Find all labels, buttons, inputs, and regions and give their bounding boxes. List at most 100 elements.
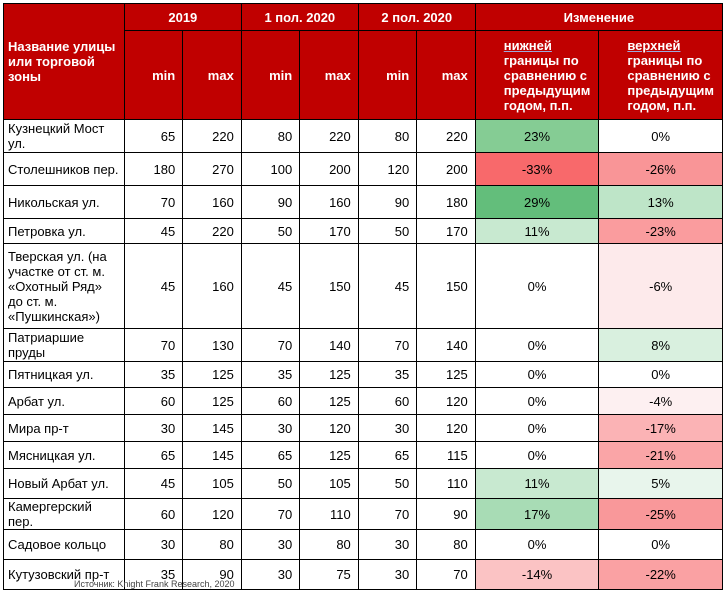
lower-change-cell: 0% — [474, 361, 600, 388]
lower-change-cell: 0% — [474, 328, 600, 362]
lower-change-cell: 0% — [474, 529, 600, 560]
table-row: Пятницкая ул. 35 125 35 125 35 125 0% 0% — [3, 361, 723, 388]
max-h2-2020-cell: 110 — [416, 468, 476, 499]
street-name: Кузнецкий Мост ул. — [3, 119, 125, 153]
min-2019-cell: 45 — [123, 468, 184, 499]
upper-change-cell: -6% — [598, 243, 723, 329]
street-name: Никольская ул. — [3, 185, 125, 219]
street-name: Пятницкая ул. — [3, 361, 125, 388]
max-2019-header: max — [182, 30, 242, 120]
source-note: Источник: Knight Frank Research, 2020 — [74, 579, 235, 589]
min-h2-2020-cell: 60 — [357, 387, 418, 415]
max-h1-2020-cell: 150 — [299, 243, 359, 329]
max-h2-2020-cell: 140 — [416, 328, 476, 362]
upper-change-cell: -26% — [598, 152, 723, 186]
min-h1-2020-cell: 100 — [240, 152, 301, 186]
max-2019-cell: 160 — [182, 185, 242, 219]
max-h1-2020-cell: 140 — [299, 328, 359, 362]
min-h2-2020-cell: 120 — [357, 152, 418, 186]
min-2019-cell: 35 — [123, 361, 184, 388]
upper-change-cell: 8% — [598, 328, 723, 362]
lower-change-cell: -33% — [474, 152, 600, 186]
upper-change-cell: -25% — [598, 498, 723, 530]
min-h2-2020-cell: 90 — [357, 185, 418, 219]
table-row: Камергерский пер. 60 120 70 110 70 90 17… — [3, 498, 723, 530]
table-row: Патриаршие пруды 70 130 70 140 70 140 0%… — [3, 328, 723, 362]
min-h1-2020-cell: 30 — [240, 414, 301, 442]
max-2019-cell: 130 — [182, 328, 242, 362]
lower-change-cell: 11% — [474, 468, 600, 499]
min-2019-header: min — [123, 30, 184, 120]
min-2019-cell: 180 — [123, 152, 184, 186]
max-h1-2020-cell: 200 — [299, 152, 359, 186]
max-2019-cell: 125 — [182, 387, 242, 415]
table-row: Кузнецкий Мост ул. 65 220 80 220 80 220 … — [3, 119, 723, 153]
upper-bound-word: верхней — [627, 38, 681, 53]
table-row: Арбат ул. 60 125 60 125 60 120 0% -4% — [3, 387, 723, 415]
min-h2-2020-cell: 30 — [357, 414, 418, 442]
min-2019-cell: 60 — [123, 498, 184, 530]
street-name: Арбат ул. — [3, 387, 125, 415]
max-h2-2020-cell: 170 — [416, 218, 476, 244]
upper-change-cell: 0% — [598, 119, 723, 153]
min-2019-cell: 30 — [123, 414, 184, 442]
min-2019-cell: 70 — [123, 328, 184, 362]
change-header: Изменение — [474, 3, 723, 31]
street-name: Новый Арбат ул. — [3, 468, 125, 499]
min-h1-2020-cell: 45 — [240, 243, 301, 329]
max-h2-2020-cell: 200 — [416, 152, 476, 186]
min-h2-2020-cell: 30 — [357, 529, 418, 560]
min-h2-2020-cell: 35 — [357, 361, 418, 388]
min-h1-2020-header: min — [240, 30, 301, 120]
table-row: Петровка ул. 45 220 50 170 50 170 11% -2… — [3, 218, 723, 244]
upper-change-cell: 5% — [598, 468, 723, 499]
min-h1-2020-cell: 30 — [240, 559, 301, 590]
min-h2-2020-cell: 30 — [357, 559, 418, 590]
min-h1-2020-cell: 65 — [240, 441, 301, 469]
max-h1-2020-cell: 125 — [299, 441, 359, 469]
max-h2-2020-cell: 115 — [416, 441, 476, 469]
street-name-header: Название улицы или торговой зоны — [3, 3, 125, 120]
max-2019-cell: 125 — [182, 361, 242, 388]
max-h2-2020-cell: 120 — [416, 387, 476, 415]
upper-change-cell: 0% — [598, 529, 723, 560]
min-h1-2020-cell: 50 — [240, 218, 301, 244]
upper-change-cell: -23% — [598, 218, 723, 244]
min-h2-2020-cell: 70 — [357, 498, 418, 530]
lower-change-cell: 29% — [474, 185, 600, 219]
max-2019-cell: 270 — [182, 152, 242, 186]
max-h1-2020-cell: 160 — [299, 185, 359, 219]
street-name: Садовое кольцо — [3, 529, 125, 560]
lower-change-cell: 23% — [474, 119, 600, 153]
street-name: Тверская ул. (на участке от ст. м. «Охот… — [3, 243, 125, 329]
rent-table-wrapper: Название улицы или торговой зоны 2019 1 … — [3, 3, 723, 590]
lower-bound-word: нижней — [503, 38, 552, 53]
max-2019-cell: 120 — [182, 498, 242, 530]
min-h2-2020-cell: 80 — [357, 119, 418, 153]
min-2019-cell: 65 — [123, 441, 184, 469]
max-2019-cell: 80 — [182, 529, 242, 560]
lower-change-cell: -14% — [474, 559, 600, 590]
max-h1-2020-cell: 105 — [299, 468, 359, 499]
table-row: Никольская ул. 70 160 90 160 90 180 29% … — [3, 185, 723, 219]
max-2019-cell: 160 — [182, 243, 242, 329]
lower-bound-change-header: нижней границы по сравнению с предыдущим… — [474, 30, 600, 120]
lower-change-cell: 0% — [474, 243, 600, 329]
max-h2-2020-cell: 220 — [416, 119, 476, 153]
period-h1-2020-header: 1 пол. 2020 — [240, 3, 359, 31]
period-h2-2020-header: 2 пол. 2020 — [357, 3, 476, 31]
min-h1-2020-cell: 70 — [240, 498, 301, 530]
max-2019-cell: 220 — [182, 119, 242, 153]
min-h1-2020-cell: 70 — [240, 328, 301, 362]
upper-change-cell: -21% — [598, 441, 723, 469]
lower-change-cell: 11% — [474, 218, 600, 244]
upper-change-cell: -22% — [598, 559, 723, 590]
max-h1-2020-cell: 125 — [299, 387, 359, 415]
min-h2-2020-cell: 45 — [357, 243, 418, 329]
min-2019-cell: 60 — [123, 387, 184, 415]
max-2019-cell: 105 — [182, 468, 242, 499]
max-h1-2020-header: max — [299, 30, 359, 120]
lower-change-cell: 17% — [474, 498, 600, 530]
min-h2-2020-cell: 50 — [357, 218, 418, 244]
min-h1-2020-cell: 50 — [240, 468, 301, 499]
